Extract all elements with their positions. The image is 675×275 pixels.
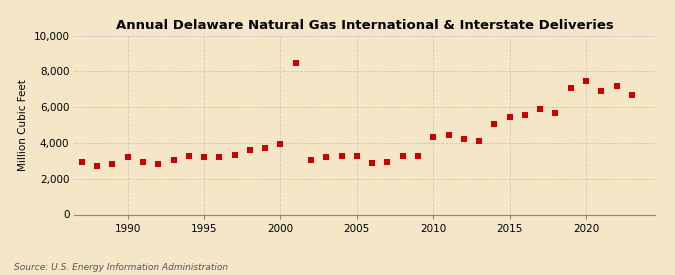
Point — [489, 122, 500, 127]
Point — [352, 153, 362, 158]
Point — [412, 153, 423, 158]
Point — [321, 155, 331, 160]
Point — [122, 155, 133, 160]
Point — [535, 107, 545, 111]
Point — [596, 89, 607, 94]
Point — [580, 79, 591, 84]
Point — [382, 160, 393, 164]
Point — [428, 134, 439, 139]
Y-axis label: Million Cubic Feet: Million Cubic Feet — [18, 79, 28, 171]
Point — [92, 164, 103, 168]
Point — [153, 161, 163, 166]
Point — [611, 84, 622, 88]
Point — [107, 162, 118, 167]
Point — [306, 158, 317, 162]
Point — [198, 155, 209, 160]
Point — [76, 160, 87, 164]
Point — [367, 160, 377, 165]
Point — [626, 92, 637, 97]
Point — [168, 158, 179, 162]
Point — [244, 148, 255, 152]
Point — [336, 153, 347, 158]
Title: Annual Delaware Natural Gas International & Interstate Deliveries: Annual Delaware Natural Gas Internationa… — [115, 19, 614, 32]
Point — [458, 136, 469, 141]
Point — [260, 146, 271, 151]
Point — [290, 61, 301, 66]
Point — [443, 133, 454, 137]
Point — [474, 139, 485, 144]
Point — [138, 160, 148, 164]
Text: Source: U.S. Energy Information Administration: Source: U.S. Energy Information Administ… — [14, 263, 227, 271]
Point — [184, 153, 194, 158]
Point — [398, 154, 408, 159]
Point — [504, 115, 515, 119]
Point — [520, 113, 531, 117]
Point — [230, 152, 240, 157]
Point — [550, 110, 561, 115]
Point — [566, 85, 576, 90]
Point — [214, 155, 225, 160]
Point — [275, 142, 286, 146]
